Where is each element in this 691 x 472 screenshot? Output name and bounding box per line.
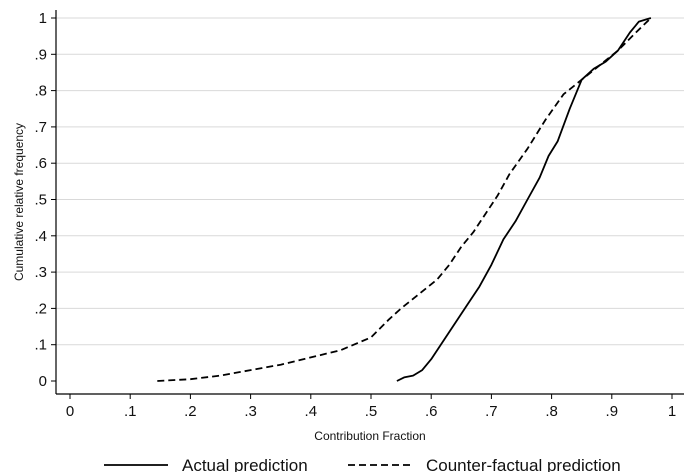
x-tick-label-10: 1 (668, 403, 676, 420)
y-tick-label-6: .6 (34, 155, 47, 172)
x-tick-label-7: .7 (485, 403, 498, 420)
x-tick-label-8: .8 (545, 403, 558, 420)
axes (51, 10, 684, 399)
y-tick-label-8: .8 (34, 83, 47, 100)
y-tick-label-1: .1 (34, 337, 47, 354)
series-lines (157, 17, 652, 382)
y-tick-label-10: 1 (39, 10, 47, 27)
y-tick-label-7: .7 (34, 119, 47, 136)
tick-labels: 0 .1 .2 .3 .4 .5 .6 .7 .8 .9 1 0 .1 .2 .3 .4 .5 .6 .7 .8 .9 1 (34, 10, 676, 420)
x-tick-label-0: 0 (66, 403, 74, 420)
x-tick-label-5: .5 (365, 403, 378, 420)
y-tick-label-9: .9 (34, 46, 47, 63)
x-tick-label-1: .1 (124, 403, 137, 420)
legend: Actual prediction Counter-factual predic… (104, 456, 621, 472)
series-line-counterfactual (157, 17, 652, 382)
y-axis-title: Cumulative relative frequency (12, 123, 26, 281)
x-tick-label-4: .4 (305, 403, 318, 420)
x-tick-label-2: .2 (184, 403, 197, 420)
x-tick-label-6: .6 (425, 403, 438, 420)
y-tick-label-4: .4 (34, 228, 47, 245)
y-tick-label-5: .5 (34, 192, 47, 209)
y-tick-label-3: .3 (34, 264, 47, 281)
x-axis-title: Contribution Fraction (314, 429, 425, 443)
x-tick-label-3: .3 (244, 403, 257, 420)
y-tick-label-2: .2 (34, 300, 47, 317)
legend-label-counterfactual: Counter-factual prediction (426, 456, 621, 472)
x-tick-label-9: .9 (606, 403, 619, 420)
gridlines (56, 17, 684, 346)
y-tick-label-0: 0 (39, 373, 47, 390)
legend-label-actual: Actual prediction (182, 456, 308, 472)
